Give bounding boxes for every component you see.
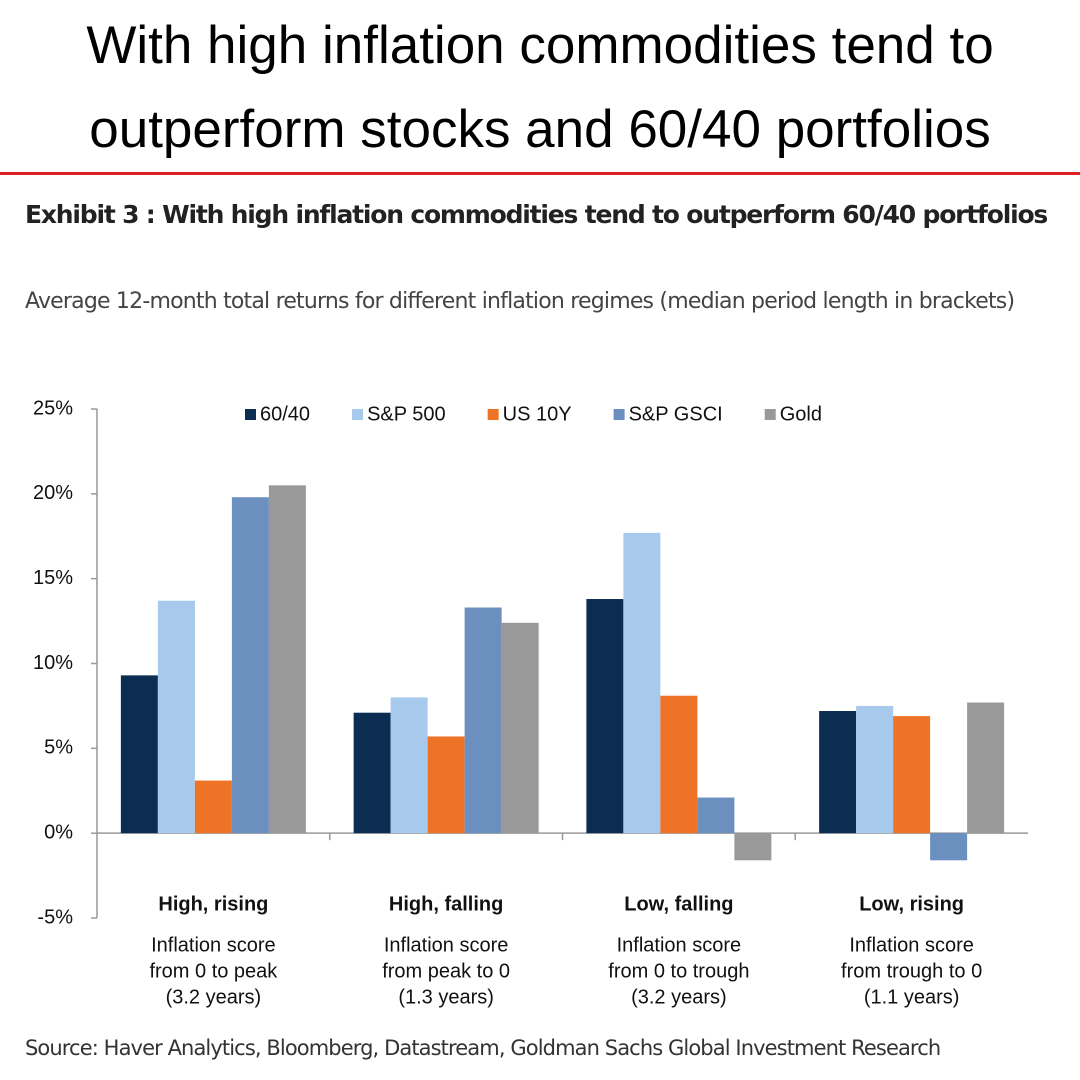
category-note: (3.2 years) bbox=[166, 986, 262, 1008]
bar bbox=[623, 532, 661, 834]
legend-swatch bbox=[487, 409, 499, 420]
chart-title: Exhibit 3 : With high inflation commodit… bbox=[25, 200, 1048, 229]
bar bbox=[157, 600, 195, 834]
bar bbox=[501, 622, 539, 834]
bar bbox=[586, 599, 624, 834]
legend-swatch bbox=[764, 409, 776, 420]
bar bbox=[893, 716, 931, 834]
x-tick-label: Low, rising bbox=[859, 893, 964, 915]
category-note: from 0 to trough bbox=[608, 960, 749, 982]
legend-label: S&P GSCI bbox=[629, 403, 723, 425]
y-tick-label: 0% bbox=[44, 821, 73, 843]
category-note: from trough to 0 bbox=[841, 960, 982, 982]
bar bbox=[697, 797, 735, 834]
category-note: (1.3 years) bbox=[398, 986, 494, 1008]
category-note: Inflation score bbox=[151, 934, 276, 956]
headline: With high inflation commodities tend to bbox=[86, 16, 994, 75]
chart-subtitle: Average 12-month total returns for diffe… bbox=[25, 289, 1015, 314]
bar bbox=[464, 607, 502, 834]
category-note: (3.2 years) bbox=[631, 986, 727, 1008]
y-tick-label: 5% bbox=[44, 737, 73, 759]
y-tick-label: 10% bbox=[33, 652, 73, 674]
bar bbox=[967, 702, 1005, 834]
category-note: Inflation score bbox=[617, 934, 742, 956]
divider bbox=[0, 172, 1080, 175]
legend-label: US 10Y bbox=[503, 403, 572, 425]
bar bbox=[120, 675, 158, 834]
bar bbox=[194, 780, 232, 834]
y-tick-label: -5% bbox=[37, 906, 73, 928]
bar bbox=[427, 736, 465, 834]
legend-label: Gold bbox=[780, 403, 822, 425]
bar bbox=[734, 833, 772, 861]
legend-label: S&P 500 bbox=[367, 403, 446, 425]
x-tick-label: High, falling bbox=[389, 893, 503, 915]
bar bbox=[856, 705, 894, 834]
legend-label: 60/40 bbox=[260, 403, 310, 425]
bar bbox=[390, 697, 428, 834]
category-note: Inflation score bbox=[849, 934, 974, 956]
category-note: Inflation score bbox=[384, 934, 509, 956]
category-note: from peak to 0 bbox=[382, 960, 510, 982]
legend-swatch bbox=[245, 409, 256, 420]
legend-swatch bbox=[352, 409, 364, 420]
bar bbox=[660, 695, 698, 834]
y-tick-label: 15% bbox=[33, 567, 73, 589]
category-note: (1.1 years) bbox=[864, 986, 960, 1008]
y-tick-label: 20% bbox=[33, 482, 73, 504]
category-note: from 0 to peak bbox=[149, 960, 278, 982]
bar bbox=[353, 712, 391, 834]
bar bbox=[930, 833, 968, 861]
x-tick-label: High, rising bbox=[158, 893, 268, 915]
bar bbox=[819, 711, 857, 834]
headline: outperform stocks and 60/40 portfolios bbox=[89, 100, 991, 159]
y-tick-label: 25% bbox=[33, 397, 73, 419]
source: Source: Haver Analytics, Bloomberg, Data… bbox=[25, 1036, 941, 1060]
x-tick-label: Low, falling bbox=[624, 893, 733, 915]
legend-swatch bbox=[613, 409, 625, 420]
bar bbox=[268, 485, 306, 834]
bar bbox=[231, 497, 269, 834]
